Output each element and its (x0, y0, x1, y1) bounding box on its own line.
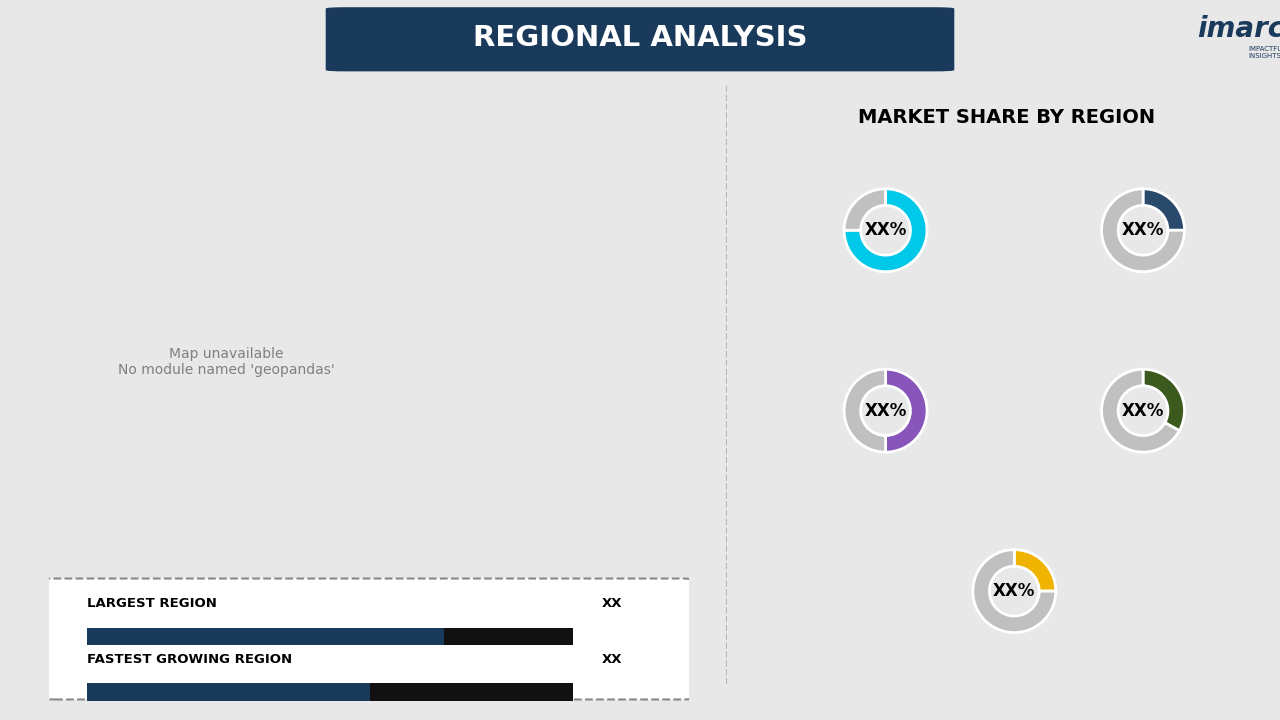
FancyBboxPatch shape (370, 683, 573, 701)
Text: XX%: XX% (864, 221, 906, 239)
FancyBboxPatch shape (444, 628, 573, 645)
FancyBboxPatch shape (87, 628, 444, 645)
Wedge shape (1143, 369, 1184, 431)
Wedge shape (1102, 369, 1179, 452)
Wedge shape (844, 369, 886, 452)
Text: XX%: XX% (993, 582, 1036, 600)
Text: XX%: XX% (864, 402, 906, 420)
Wedge shape (973, 549, 1056, 633)
Text: LARGEST REGION: LARGEST REGION (87, 597, 216, 611)
Text: IMPACTFUL
INSIGHTS: IMPACTFUL INSIGHTS (1248, 46, 1280, 60)
Wedge shape (1014, 549, 1056, 591)
Wedge shape (844, 189, 886, 230)
Wedge shape (1102, 189, 1184, 271)
FancyBboxPatch shape (326, 8, 954, 71)
Text: FASTEST GROWING REGION: FASTEST GROWING REGION (87, 652, 292, 666)
Text: XX: XX (602, 597, 622, 611)
Wedge shape (886, 369, 927, 452)
Text: MARKET SHARE BY REGION: MARKET SHARE BY REGION (858, 108, 1155, 127)
Text: imarc: imarc (1197, 14, 1280, 42)
Text: XX: XX (602, 652, 622, 666)
Text: XX%: XX% (1121, 221, 1165, 239)
Text: Map unavailable
No module named 'geopandas': Map unavailable No module named 'geopand… (118, 347, 334, 377)
FancyBboxPatch shape (87, 683, 370, 701)
Text: REGIONAL ANALYSIS: REGIONAL ANALYSIS (472, 24, 808, 52)
Wedge shape (844, 189, 927, 271)
Wedge shape (1143, 189, 1184, 230)
FancyBboxPatch shape (42, 579, 695, 700)
Text: XX%: XX% (1121, 402, 1165, 420)
